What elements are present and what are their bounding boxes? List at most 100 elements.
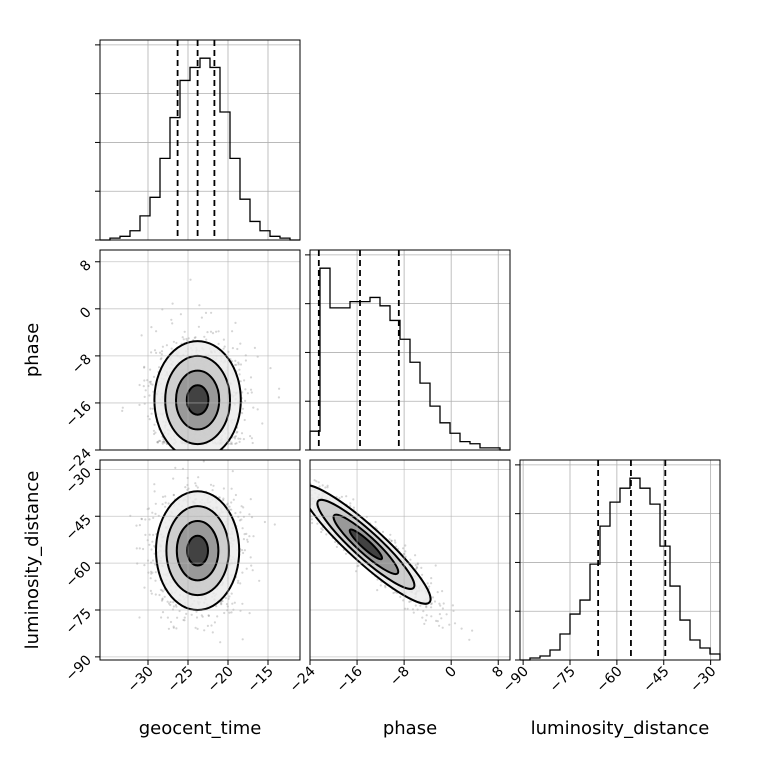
scatter-point: [138, 524, 141, 527]
scatter-point: [409, 558, 412, 561]
scatter-point: [263, 520, 266, 524]
scatter-point: [307, 518, 309, 520]
scatter-point: [225, 503, 229, 506]
scatter-point: [160, 350, 164, 353]
scatter-point: [160, 589, 163, 592]
panel-frame: [519, 459, 721, 661]
scatter-point: [159, 439, 162, 442]
scatter-point: [152, 429, 155, 432]
scatter-point: [434, 564, 437, 567]
scatter-point: [194, 626, 197, 629]
scatter-point: [430, 602, 433, 605]
scatter-point: [422, 610, 425, 613]
scatter-point: [436, 620, 439, 623]
scatter-point: [234, 493, 237, 497]
scatter-point: [142, 547, 145, 551]
scatter-point: [238, 519, 242, 522]
scatter-point: [258, 579, 261, 582]
scatter-point: [438, 613, 441, 616]
scatter-point: [172, 626, 175, 629]
scatter-point: [163, 440, 166, 443]
scatter-point: [442, 602, 445, 605]
scatter-point: [172, 477, 175, 480]
scatter-point: [241, 549, 244, 552]
scatter-point: [245, 567, 248, 570]
scatter-point: [430, 582, 433, 585]
scatter-point: [223, 345, 226, 348]
panel-frame: [309, 459, 511, 661]
scatter-point: [220, 602, 223, 605]
scatter-point: [376, 578, 379, 581]
scatter-point: [313, 479, 316, 482]
scatter-point: [310, 518, 313, 521]
scatter-point: [301, 491, 303, 493]
histogram-steps: [309, 267, 510, 451]
scatter-point: [230, 442, 233, 446]
scatter-point: [239, 511, 242, 514]
x-tick-label: −8: [387, 664, 413, 690]
scatter-point: [152, 375, 156, 378]
scatter-point: [253, 346, 256, 349]
scatter-point: [440, 617, 443, 620]
scatter-point: [190, 613, 193, 616]
scatter-point: [196, 486, 199, 489]
scatter-point: [195, 610, 198, 613]
scatter-point: [174, 466, 177, 469]
scatter-point: [194, 336, 197, 339]
scatter-point: [195, 484, 198, 487]
scatter-point: [175, 341, 178, 345]
scatter-point: [172, 601, 175, 604]
scatter-point: [206, 624, 209, 628]
scatter-point: [249, 376, 253, 379]
scatter-point: [143, 395, 146, 398]
scatter-point: [236, 581, 240, 585]
scatter-point: [421, 573, 424, 576]
scatter-point: [149, 570, 153, 573]
scatter-point: [166, 600, 169, 603]
scatter-point: [211, 631, 214, 634]
scatter-point: [431, 596, 435, 599]
panel-phase-vs-luminosity_distance: [301, 459, 511, 661]
scatter-point: [165, 344, 168, 347]
scatter-point: [448, 623, 451, 626]
scatter-point: [426, 582, 429, 585]
scatter-point: [384, 584, 387, 587]
scatter-point: [238, 440, 241, 443]
scatter-point: [171, 302, 174, 305]
scatter-point: [144, 518, 147, 521]
scatter-point: [154, 571, 157, 574]
scatter-point: [163, 595, 166, 598]
scatter-point: [209, 483, 213, 486]
scatter-point: [325, 533, 328, 536]
scatter-point: [207, 614, 210, 618]
x-tick-label: 0: [442, 664, 460, 682]
scatter-point: [161, 597, 164, 600]
scatter-point: [244, 388, 247, 391]
scatter-point: [277, 396, 280, 399]
scatter-point: [182, 338, 185, 341]
scatter-point: [172, 340, 175, 343]
scatter-point: [335, 545, 338, 549]
scatter-point: [207, 614, 210, 617]
scatter-point: [149, 577, 152, 580]
scatter-point: [151, 540, 154, 543]
y-tick-label: −90: [63, 652, 95, 684]
scatter-point: [193, 336, 196, 339]
scatter-point: [249, 388, 253, 391]
x-tick-label: −45: [640, 664, 672, 696]
scatter-point: [138, 383, 141, 387]
scatter-point: [425, 605, 428, 608]
scatter-point: [151, 559, 155, 562]
scatter-point: [304, 492, 306, 494]
scatter-point: [169, 620, 173, 624]
scatter-point: [402, 547, 405, 550]
scatter-point: [240, 518, 243, 521]
scatter-point: [174, 603, 177, 607]
scatter-point: [150, 548, 153, 551]
scatter-point: [241, 412, 244, 415]
scatter-point: [161, 442, 164, 445]
scatter-point: [306, 507, 308, 509]
x-tick-label: −15: [245, 664, 277, 696]
scatter-point: [243, 418, 246, 422]
